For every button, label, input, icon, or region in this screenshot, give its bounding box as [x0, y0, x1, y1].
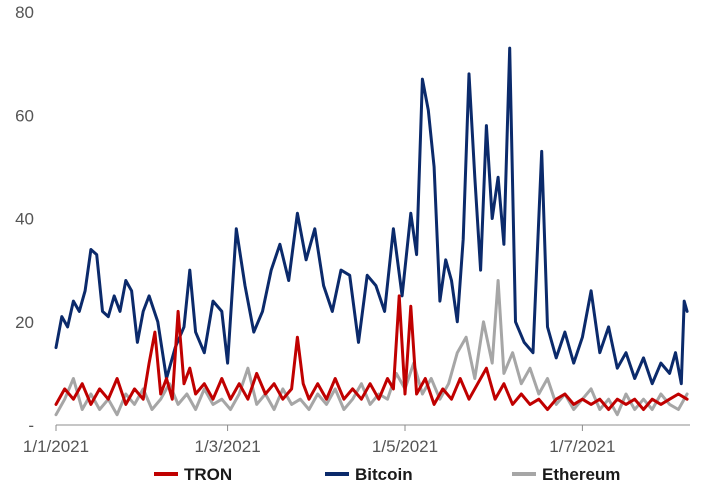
- series-line-bitcoin: [54, 46, 689, 386]
- x-tick-label: 1/1/2021: [23, 437, 89, 456]
- series-line-tron: [54, 294, 689, 411]
- y-tick-label: 60: [15, 106, 34, 125]
- x-tick-label: 1/5/2021: [372, 437, 438, 456]
- y-tick-label: -: [28, 416, 34, 435]
- x-axis: 1/1/2021 1/3/2021 1/5/2021 1/7/2021: [23, 424, 690, 456]
- series-layer: [54, 46, 689, 417]
- legend: TRON Bitcoin Ethereum: [154, 465, 620, 484]
- y-tick-label: 20: [15, 313, 34, 332]
- y-tick-label: 40: [15, 210, 34, 229]
- x-tick-label: 1/7/2021: [549, 437, 615, 456]
- y-axis: - 20 40 60 80: [15, 3, 34, 435]
- y-tick-label: 80: [15, 3, 34, 22]
- legend-label-bitcoin: Bitcoin: [355, 465, 413, 484]
- legend-label-ethereum: Ethereum: [542, 465, 620, 484]
- legend-label-tron: TRON: [184, 465, 232, 484]
- x-tick-label: 1/3/2021: [194, 437, 260, 456]
